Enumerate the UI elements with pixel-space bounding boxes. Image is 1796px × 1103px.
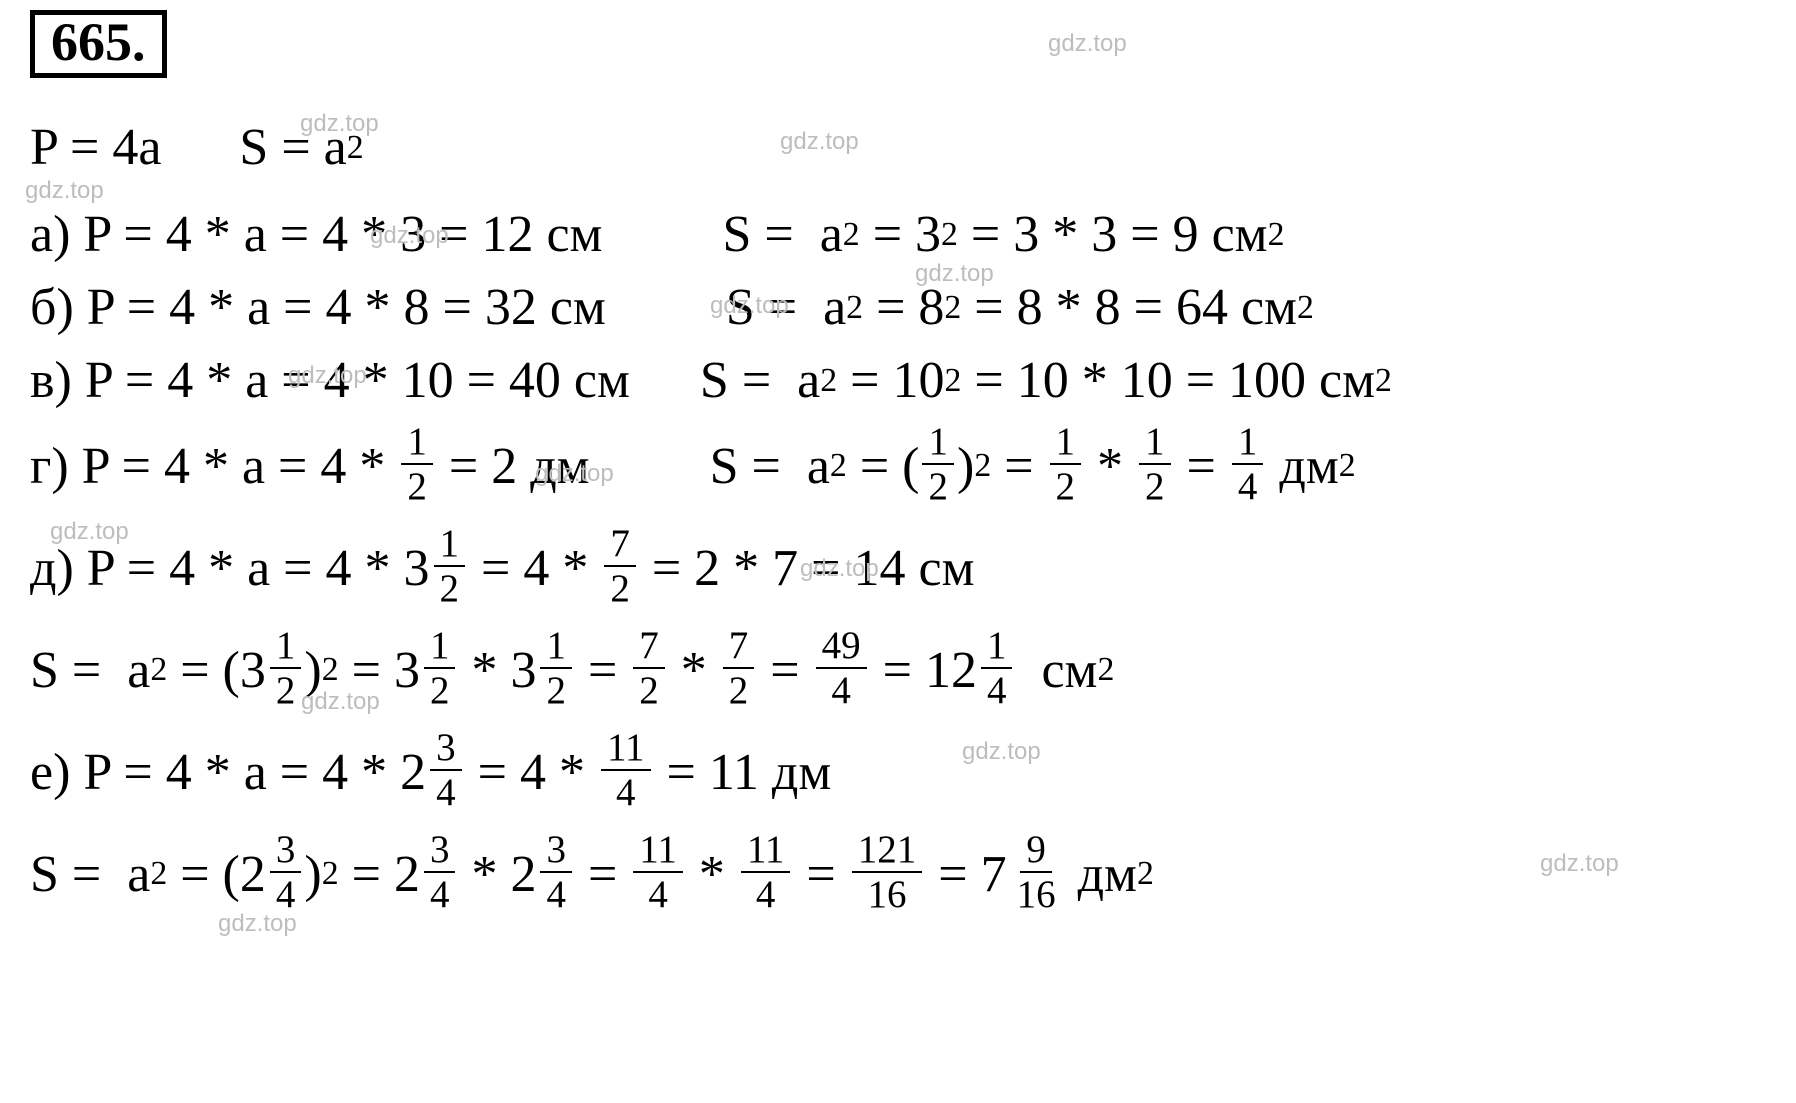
S-c-pre: S = a (700, 351, 820, 410)
row-f-S: S = a 2 = ( 2 34 ) 2 = 2 34 * 2 34 = 11 (30, 832, 1766, 916)
problem-number: 665. (51, 12, 146, 72)
P-d-frac: 1 2 (401, 422, 433, 506)
S-e-m3: = (339, 641, 394, 700)
S-f-m1: = ( (167, 845, 240, 904)
P-e-pre: P = 4 * a = 4 * (87, 539, 404, 598)
P-f-mix1: 2 34 (400, 730, 465, 814)
row-d: г) P = 4 * a = 4 * 1 2 = 2 дм S = a 2 = … (30, 424, 1766, 508)
label-e: д) (30, 539, 87, 598)
label-b: б) (30, 278, 87, 337)
watermark-text: gdz.top (1048, 30, 1127, 58)
S-e-m4: * (458, 641, 510, 700)
S-a-m1: = 3 (860, 205, 941, 264)
S-d-post: дм (1266, 437, 1338, 496)
S-b-m2: = 8 * 8 = 64 см (961, 278, 1297, 337)
formula-S-left: S = a (239, 118, 346, 177)
S-f-mix3: 2 34 (510, 832, 575, 916)
watermark-text: gdz.top (25, 177, 104, 205)
row-c: в) P = 4 * a = 4 * 10 = 40 см S = a 2 = … (30, 351, 1766, 410)
S-f-m5: = (575, 845, 630, 904)
S-d-frac1: 1 2 (922, 422, 954, 506)
S-d-frac2: 1 2 (1050, 422, 1082, 506)
S-e-post: см (1015, 641, 1097, 700)
S-e-frac2: 7 2 (723, 626, 755, 710)
P-f-pre: P = 4 * a = 4 * (83, 743, 400, 802)
P-e-m1: = 4 * (468, 539, 601, 598)
S-b-m1: = 8 (863, 278, 944, 337)
S-f-m8: = (925, 845, 980, 904)
P-d-pre: P = 4 * a = 4 * (82, 437, 399, 496)
S-c-m1: = 10 (837, 351, 944, 410)
S-f-frac2: 11 4 (741, 830, 791, 914)
P-e-post: = 2 * 7 = 14 см (639, 539, 975, 598)
S-e-frac3: 49 4 (816, 626, 867, 710)
S-e-m1: = ( (167, 641, 240, 700)
S-e-m5: = (575, 641, 630, 700)
P-f-post: = 11 дм (654, 743, 832, 802)
S-e-mix1: 3 12 (240, 628, 305, 712)
math-page: 665. P = 4a S = a 2 а) P = 4 * a = 4 * 3… (0, 0, 1796, 1103)
S-e-mix3: 3 12 (510, 628, 575, 712)
S-d-m4: * (1084, 437, 1136, 496)
S-f-pre: S = a (30, 845, 150, 904)
S-f-m6: * (686, 845, 738, 904)
P-f-m1: = 4 * (465, 743, 598, 802)
P-f-frac1: 11 4 (601, 728, 651, 812)
label-a: а) (30, 205, 83, 264)
S-f-mix1: 2 34 (240, 832, 305, 916)
S-e-mix2: 3 12 (394, 628, 459, 712)
S-e-pre: S = a (30, 641, 150, 700)
S-f-m7: = (793, 845, 848, 904)
S-f-frac1: 11 4 (633, 830, 683, 914)
formula-spacer (161, 118, 239, 177)
S-d-m1: = ( (847, 437, 920, 496)
S-e-m2: ) (304, 641, 321, 700)
P-d-post: = 2 дм (436, 437, 590, 496)
P-a: P = 4 * a = 4 * 3 = 12 см (83, 205, 602, 264)
label-d: г) (30, 437, 82, 496)
S-c-m2: = 10 * 10 = 100 см (961, 351, 1375, 410)
S-e-m8: = (870, 641, 925, 700)
S-d-pre: S = a (710, 437, 830, 496)
S-f-m4: * (458, 845, 510, 904)
P-c: P = 4 * a = 4 * 10 = 40 см (85, 351, 630, 410)
P-e-frac1: 7 2 (604, 524, 636, 608)
S-d-frac4: 1 4 (1232, 422, 1264, 506)
S-f-frac3: 121 16 (852, 830, 923, 914)
row-a: а) P = 4 * a = 4 * 3 = 12 см S = a 2 = 3… (30, 205, 1766, 264)
S-e-mix4: 12 14 (925, 628, 1016, 712)
P-e-mix1: 3 12 (404, 526, 469, 610)
S-f-mix2: 2 34 (394, 832, 459, 916)
row-e-S: S = a 2 = ( 3 12 ) 2 = 3 12 * 3 12 = 7 (30, 628, 1766, 712)
S-f-m2: ) (304, 845, 321, 904)
S-f-m3: = (339, 845, 394, 904)
S-e-m6: * (668, 641, 720, 700)
S-a-pre: S = a (722, 205, 842, 264)
S-d-m5: = (1174, 437, 1229, 496)
S-e-frac1: 7 2 (633, 626, 665, 710)
S-d-frac3: 1 2 (1139, 422, 1171, 506)
S-e-m7: = (757, 641, 812, 700)
formula-line: P = 4a S = a 2 (30, 118, 1766, 177)
S-f-mix4: 7 916 (981, 832, 1065, 916)
S-a-m2: = 3 * 3 = 9 см (958, 205, 1268, 264)
S-f-post: дм (1065, 845, 1137, 904)
P-b: P = 4 * a = 4 * 8 = 32 см (87, 278, 606, 337)
S-d-m2: ) (957, 437, 974, 496)
row-b: б) P = 4 * a = 4 * 8 = 32 см S = a 2 = 8… (30, 278, 1766, 337)
problem-number-box: 665. (30, 10, 167, 78)
label-f: е) (30, 743, 83, 802)
S-d-m3: = (991, 437, 1046, 496)
label-c: в) (30, 351, 85, 410)
row-f-P: е) P = 4 * a = 4 * 2 34 = 4 * 11 4 = 11 … (30, 730, 1766, 814)
formula-P: P = 4a (30, 118, 161, 177)
S-b-pre: S = a (726, 278, 846, 337)
row-e-P: д) P = 4 * a = 4 * 3 12 = 4 * 7 2 = 2 * … (30, 526, 1766, 610)
